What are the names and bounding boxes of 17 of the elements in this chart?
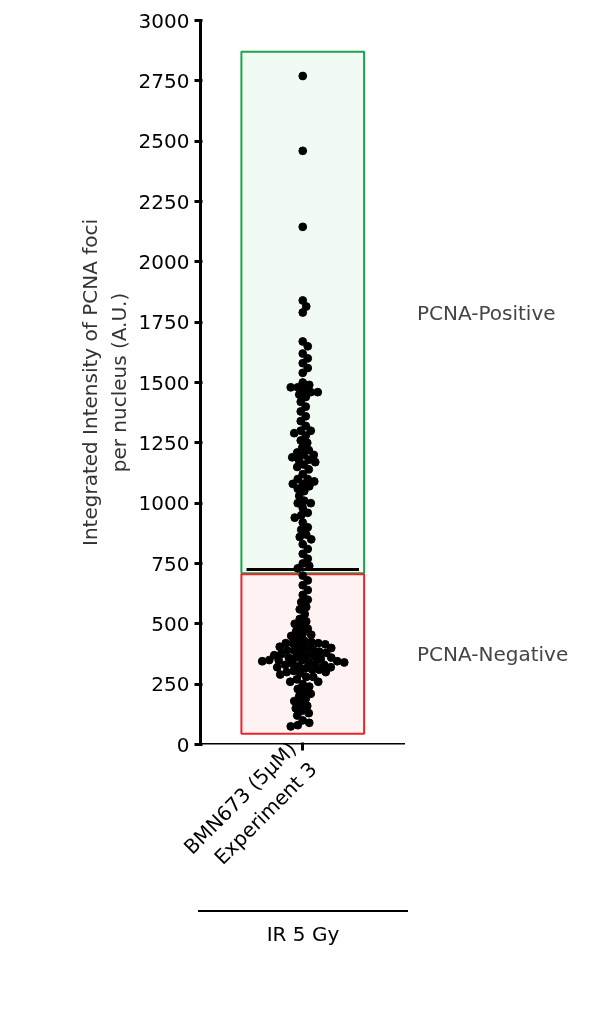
y-tick-label: 2750 bbox=[138, 68, 190, 93]
y-tick-label: 0 bbox=[176, 732, 190, 757]
y-tick-label: 750 bbox=[151, 551, 190, 576]
y-tick-label: 3000 bbox=[138, 8, 190, 33]
y-tick-label: 1500 bbox=[138, 370, 190, 395]
band-label: PCNA-Positive bbox=[417, 300, 556, 325]
band-label: PCNA-Negative bbox=[417, 642, 569, 666]
y-tick-label: 2000 bbox=[138, 249, 190, 274]
y-tick-label: 1250 bbox=[138, 430, 190, 455]
y-tick-label: 2250 bbox=[138, 189, 190, 214]
y-tick-label: 500 bbox=[151, 611, 190, 636]
y-tick-label: 250 bbox=[151, 672, 190, 697]
text: IR 5 Gy bbox=[266, 921, 340, 948]
y-axis-title: Integrated Intensity of PCNA foci per nucleus (A.U.) bbox=[77, 219, 131, 546]
y-tick-label: 1000 bbox=[138, 491, 190, 516]
y-tick-label: 1750 bbox=[138, 310, 190, 335]
y-tick-label: 2500 bbox=[138, 129, 190, 154]
